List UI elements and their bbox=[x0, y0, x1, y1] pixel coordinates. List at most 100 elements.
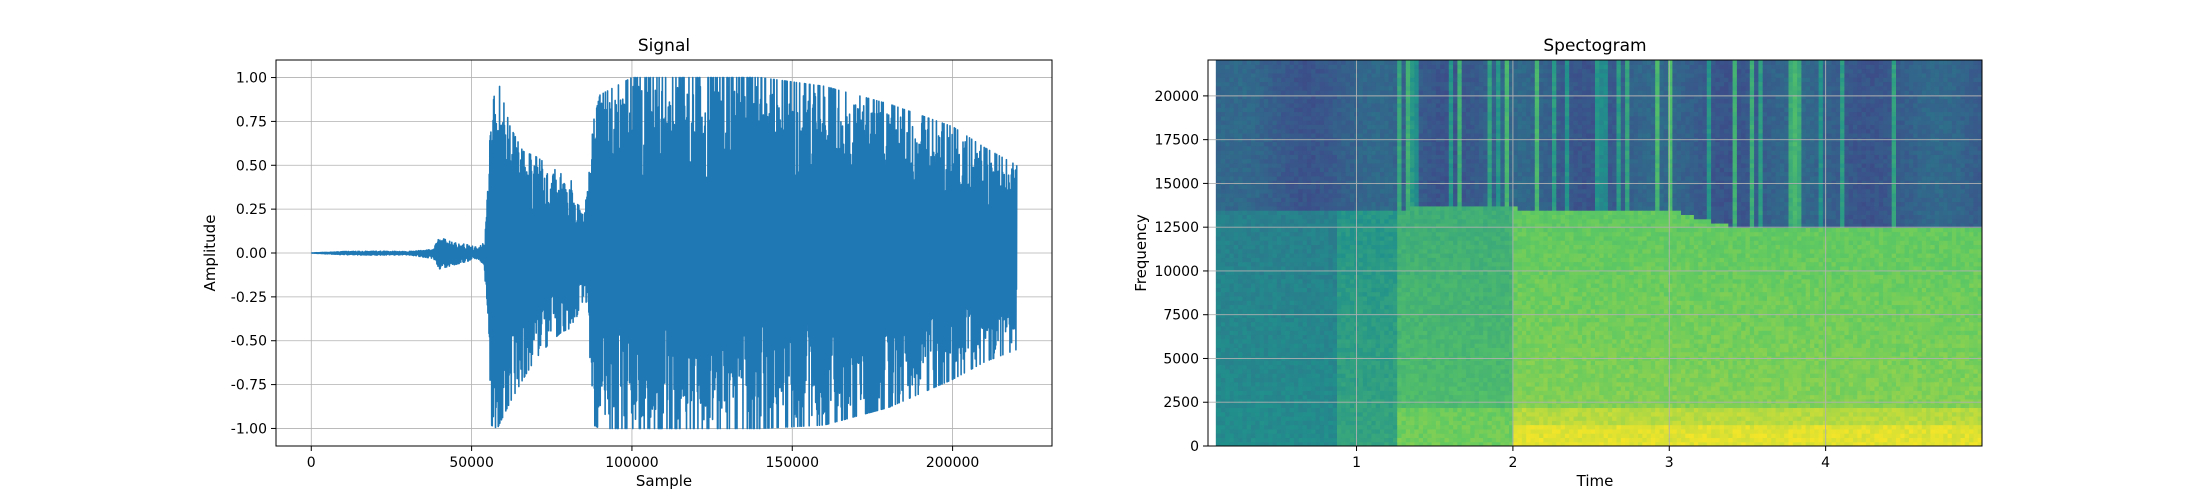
spectrogram-cell bbox=[1341, 398, 1347, 404]
spectrogram-cell bbox=[1345, 132, 1351, 138]
spectrogram-cell bbox=[1272, 257, 1278, 263]
spectrogram-cell bbox=[1229, 381, 1235, 387]
spectrogram-cell bbox=[1225, 403, 1231, 408]
spectrogram-cell bbox=[1371, 210, 1377, 215]
spectrogram-cell bbox=[1414, 222, 1420, 228]
spectrogram-cell bbox=[1259, 428, 1265, 434]
spectrogram-cell bbox=[1358, 300, 1364, 306]
spectrogram-cell bbox=[1233, 330, 1239, 336]
spectrogram-cell bbox=[1345, 235, 1351, 241]
spectrogram-cell bbox=[1337, 390, 1342, 396]
spectrogram-cell bbox=[1337, 188, 1342, 194]
spectrogram-cell bbox=[1294, 373, 1299, 378]
spectrogram-cell bbox=[1388, 325, 1394, 331]
spectrogram-cell bbox=[1337, 128, 1342, 134]
spectrogram-cell bbox=[1272, 240, 1278, 246]
spectrogram-cell bbox=[1375, 102, 1381, 108]
spectrogram-cell bbox=[1276, 433, 1282, 439]
spectrogram-cell bbox=[1401, 437, 1407, 443]
spectrogram-cell bbox=[1414, 343, 1420, 348]
spectrogram-cell bbox=[1332, 257, 1338, 263]
spectrogram-cell bbox=[1358, 188, 1364, 194]
spectrogram-cell bbox=[1216, 407, 1222, 413]
spectrogram-cell bbox=[1401, 81, 1407, 87]
spectrogram-cell bbox=[1414, 428, 1420, 434]
spectrogram-cell bbox=[1324, 424, 1329, 430]
spectrogram-cell bbox=[1315, 115, 1321, 121]
spectrogram-cell bbox=[1423, 167, 1428, 173]
spectrogram-cell bbox=[1328, 227, 1334, 233]
spectrogram-cell bbox=[1242, 403, 1248, 408]
spectrogram-cell bbox=[1242, 304, 1248, 310]
spectrogram-cell bbox=[1281, 192, 1286, 198]
spectrogram-cell bbox=[1311, 338, 1317, 344]
spectrogram-cell bbox=[1341, 265, 1347, 271]
spectrogram-cell bbox=[1427, 102, 1433, 108]
spectrogram-cell bbox=[1392, 381, 1398, 387]
spectrogram-cell bbox=[1405, 308, 1411, 314]
spectrogram-cell bbox=[1251, 210, 1256, 215]
spectrogram-cell bbox=[1246, 278, 1252, 284]
spectrogram-cell bbox=[1418, 278, 1424, 284]
spectrogram-cell bbox=[1294, 360, 1299, 366]
spectrogram-cell bbox=[1263, 347, 1269, 353]
spectrogram-cell bbox=[1272, 261, 1278, 267]
spectrogram-cell bbox=[1225, 368, 1231, 374]
spectrogram-cell bbox=[1302, 300, 1308, 306]
spectrogram-cell bbox=[1272, 381, 1278, 387]
spectrogram-cell bbox=[1423, 201, 1428, 207]
spectrogram-cell bbox=[1255, 343, 1261, 348]
spectrogram-cell bbox=[1371, 188, 1377, 194]
spectrogram-cell bbox=[1263, 222, 1269, 228]
spectrogram-cell bbox=[1367, 325, 1372, 331]
spectrogram-cell bbox=[1242, 313, 1248, 318]
spectrogram-cell bbox=[1298, 141, 1304, 147]
spectrogram-cell bbox=[1259, 274, 1265, 280]
spectrogram-cell bbox=[1418, 98, 1424, 104]
spectrogram-cell bbox=[1229, 261, 1235, 267]
spectrogram-cell bbox=[1259, 420, 1265, 426]
spectrogram-cell bbox=[1328, 205, 1334, 211]
spectrogram-cell bbox=[1405, 64, 1411, 70]
spectrogram-cell bbox=[1319, 291, 1325, 297]
spectrogram-cell bbox=[1255, 265, 1261, 271]
spectrogram-cell bbox=[1401, 295, 1407, 301]
spectrogram-cell bbox=[1345, 261, 1351, 267]
spectrogram-cell bbox=[1306, 278, 1312, 284]
spectrogram-cell bbox=[1328, 72, 1334, 78]
spectrogram-cell bbox=[1371, 278, 1377, 284]
spectrogram-cell bbox=[1272, 115, 1278, 121]
spectrogram-cell bbox=[1371, 291, 1377, 297]
spectrogram-cell bbox=[1246, 373, 1252, 378]
spectrogram-cell bbox=[1375, 338, 1381, 344]
spectrogram-cell bbox=[1388, 265, 1394, 271]
spectrogram-cell bbox=[1251, 231, 1256, 237]
spectrogram-cell bbox=[1427, 132, 1433, 138]
spectrogram-cell bbox=[1324, 278, 1329, 284]
spectrogram-cell bbox=[1238, 347, 1243, 353]
spectrogram-cell bbox=[1225, 98, 1231, 104]
spectrogram-cell bbox=[1225, 115, 1231, 121]
spectrogram-cell bbox=[1397, 90, 1403, 95]
spectrogram-cell bbox=[1276, 373, 1282, 378]
spectrogram-cell bbox=[1242, 64, 1248, 70]
spectrogram-cell bbox=[1263, 72, 1269, 78]
spectrogram-cell bbox=[1392, 398, 1398, 404]
spectrogram-cell bbox=[1435, 381, 1441, 387]
spectrogram-cell bbox=[1362, 411, 1368, 417]
spectrogram-cell bbox=[1401, 270, 1407, 276]
spectrogram-cell bbox=[1388, 253, 1394, 258]
spectrogram-cell bbox=[1298, 403, 1304, 408]
spectrogram-cell bbox=[1341, 235, 1347, 241]
spectrogram-cell bbox=[1349, 171, 1355, 177]
spectrogram-cell bbox=[1229, 424, 1235, 430]
spectrogram-cell bbox=[1392, 343, 1398, 348]
spectrogram-cell bbox=[1225, 227, 1231, 233]
spectrogram-cell bbox=[1294, 64, 1299, 70]
spectrogram-cell bbox=[1216, 381, 1222, 387]
spectrogram-cell bbox=[1216, 270, 1222, 276]
spectrogram-cell bbox=[1337, 244, 1342, 250]
spectrogram-cell bbox=[1349, 428, 1355, 434]
spectrogram-cell bbox=[1427, 150, 1433, 155]
spectrogram-cell bbox=[1332, 428, 1338, 434]
